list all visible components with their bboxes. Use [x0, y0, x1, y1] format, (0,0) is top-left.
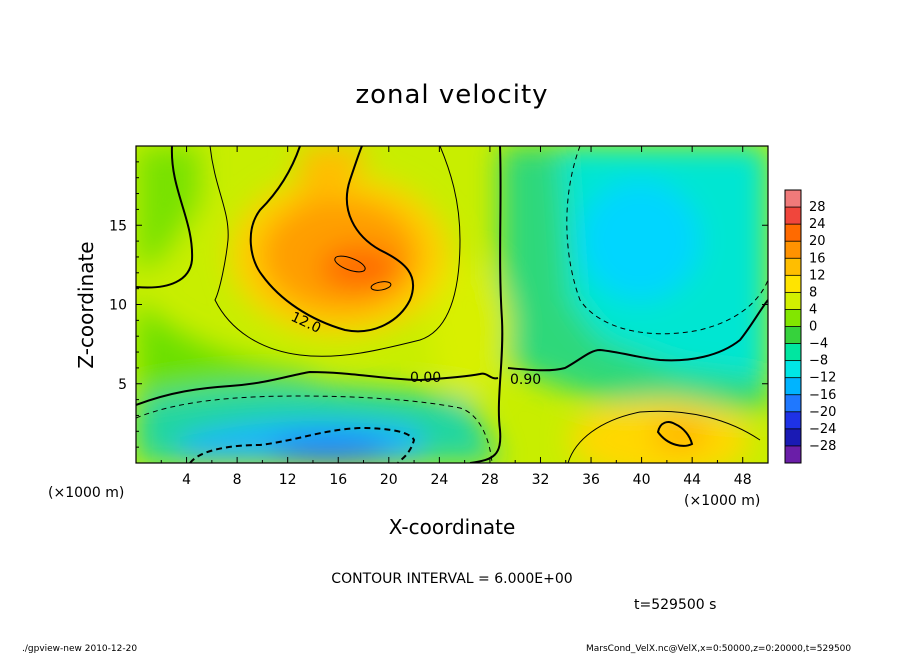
x-tick-label: 28 [481, 472, 499, 488]
colorbar-segment [785, 377, 801, 396]
contour-zero-right [507, 299, 768, 372]
colorbar-label: −24 [809, 422, 836, 437]
field-region-top-jet [300, 146, 370, 200]
colorbar-segment [785, 394, 801, 413]
colorbar-segment [785, 411, 801, 430]
field-region-green-left [136, 300, 330, 410]
colorbar-label: 12 [809, 268, 826, 283]
x-tick-label: 8 [233, 472, 242, 488]
colorbar-segment [785, 360, 801, 379]
colorbar-label: −12 [809, 371, 836, 386]
x-tick-label: 4 [182, 472, 191, 488]
colorbar-segment [785, 445, 801, 464]
colorbar-segment [785, 275, 801, 293]
y-tick-label: 15 [109, 218, 127, 234]
colorbar-segment [785, 309, 801, 327]
y-axis-label: Z-coordinate [74, 241, 98, 368]
x-tick-label: 24 [430, 472, 448, 488]
x-unit-label-right: (×1000 m) [684, 493, 760, 509]
field-region-lightblue-right [580, 180, 700, 300]
contour-interval-text: CONTOUR INTERVAL = 6.000E+00 [331, 571, 572, 587]
colorbar-segment [785, 224, 801, 242]
colorbar-label: −16 [809, 388, 836, 403]
colorbar-segment [785, 428, 801, 447]
field-colors [136, 146, 768, 463]
x-tick-label: 48 [734, 472, 752, 488]
colorbar-label: 0 [809, 320, 817, 335]
colorbar-segment [785, 207, 801, 225]
colorbar-label: −28 [809, 439, 836, 454]
colorbar-label: 24 [809, 217, 826, 232]
footer-left: ./gpview-new 2010-12-20 [22, 644, 137, 654]
footer-right: MarsCond_VelX.nc@VelX,x=0:50000,z=0:2000… [586, 644, 851, 654]
colorbar-label: −4 [809, 337, 828, 352]
y-axis: 5 10 15 [109, 161, 768, 448]
y-tick-label: 10 [109, 298, 127, 314]
x-tick-label: 36 [582, 472, 600, 488]
contour-18-a [334, 255, 366, 273]
x-tick-label: 12 [279, 472, 297, 488]
x-unit-label-left: (×1000 m) [48, 485, 124, 501]
x-tick-label: 40 [633, 472, 651, 488]
contour-6-right [567, 410, 761, 463]
colorbar-label: −20 [809, 405, 836, 420]
colorbar-label: 4 [809, 302, 817, 317]
chart-title: zonal velocity [355, 80, 548, 110]
time-text: t=529500 s [634, 597, 716, 613]
colorbar-segment [785, 241, 801, 259]
colorbar-label: −8 [809, 354, 828, 369]
contours [136, 146, 768, 463]
colorbar-label: 8 [809, 285, 817, 300]
contour-neg6-left [136, 395, 493, 463]
contour-zero-topleft [136, 146, 194, 289]
contour-zero-left [136, 370, 499, 406]
contour-12-right [656, 421, 694, 447]
colorbar-segment [785, 190, 801, 208]
colorbar-segment [785, 292, 801, 310]
field-region-orange-bottomright [652, 421, 708, 449]
x-axis: 4 8 12 16 20 24 28 32 36 40 44 48 [160, 146, 752, 488]
contour-neg12-left [189, 426, 416, 463]
x-axis-label: X-coordinate [389, 515, 516, 539]
x-tick-label: 16 [329, 472, 347, 488]
contour-neg6-right [566, 146, 768, 335]
colorbar-segment [785, 326, 801, 345]
x-tick-label: 32 [532, 472, 550, 488]
field-region-deepblue-bottom [270, 436, 390, 463]
field-region-green-topleft [136, 146, 200, 270]
colorbar-label: 28 [809, 200, 826, 215]
contour-zero-vertical [469, 146, 504, 463]
colorbar: 28 24 20 16 12 8 4 0 −4 −8 −12 −16 −20 −24 −28 [784, 189, 836, 464]
contour-label-0: 0.00 [410, 370, 441, 386]
contour-12 [249, 146, 415, 333]
contour-18-b [370, 281, 392, 291]
field-region-red-jet [320, 246, 400, 290]
y-tick-label: 5 [118, 377, 127, 393]
x-tick-label: 20 [380, 472, 398, 488]
contour-6-inner [209, 146, 461, 357]
colorbar-segment [785, 258, 801, 276]
colorbar-segment [785, 343, 801, 362]
x-tick-label: 44 [683, 472, 701, 488]
colorbar-label: 20 [809, 234, 826, 249]
colorbar-label: 16 [809, 251, 826, 266]
heatmap-field: 12.0 0.00 0.90 [136, 146, 768, 463]
field-region-yellow-middle [430, 260, 510, 400]
contour-label-0-right: 0.90 [510, 372, 541, 388]
